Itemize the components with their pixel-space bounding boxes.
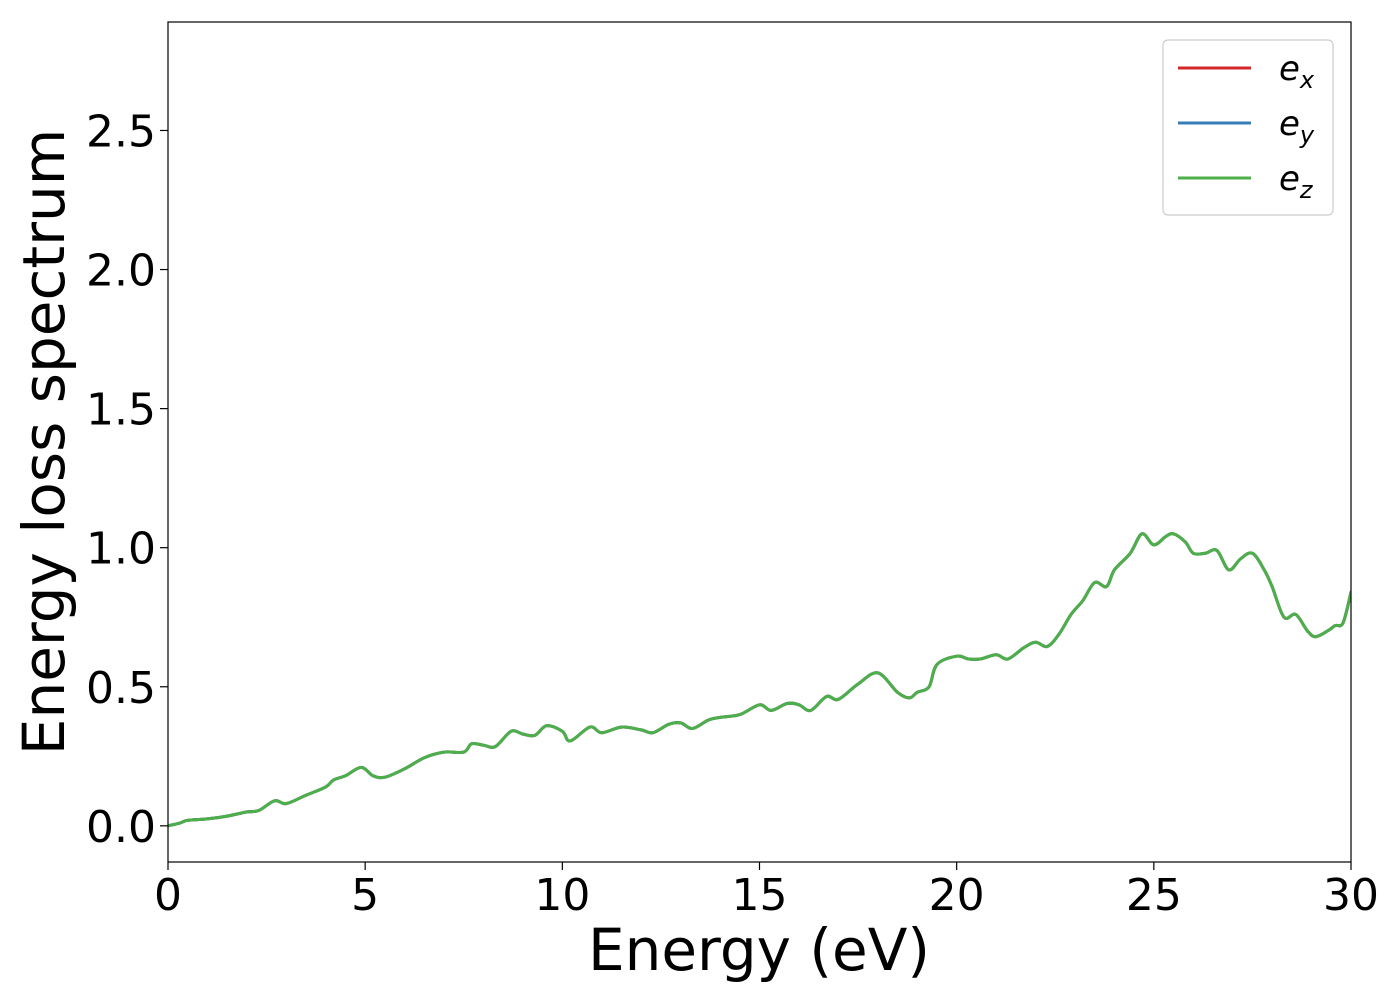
plot-area — [168, 532, 1351, 828]
y-tick-label: 2.0 — [86, 246, 156, 297]
x-tick-label: 15 — [732, 870, 788, 921]
x-tick-label: 25 — [1126, 870, 1182, 921]
x-tick-label: 5 — [351, 870, 379, 921]
y-tick-label: 2.5 — [86, 106, 156, 157]
legend-label-z: ez — [1279, 159, 1314, 204]
legend-box — [1162, 39, 1334, 216]
x-tick-label: 20 — [929, 870, 985, 921]
x-axis-label: Energy (eV) — [588, 916, 930, 984]
x-tick-label: 30 — [1323, 870, 1379, 921]
ticks: 0 5 10 15 20 25 30 0.0 0.5 1.0 1.5 2.0 2.5 — [86, 106, 1379, 921]
x-tick-label: 0 — [154, 870, 182, 921]
series-line-z — [168, 532, 1351, 828]
legend-label-x: ex — [1279, 49, 1315, 94]
series-line-x — [168, 532, 1351, 828]
y-tick-label: 1.5 — [86, 385, 156, 436]
x-tick-label: 10 — [534, 870, 590, 921]
y-tick-label: 0.0 — [86, 802, 156, 853]
y-tick-label: 1.0 — [86, 524, 156, 575]
legend-label-y: ey — [1279, 104, 1315, 149]
legend: ex ey ez — [1162, 39, 1334, 216]
y-axis-label: Energy loss spectrum — [10, 129, 78, 755]
y-tick-label: 0.5 — [86, 663, 156, 714]
series-line-y — [168, 532, 1351, 828]
